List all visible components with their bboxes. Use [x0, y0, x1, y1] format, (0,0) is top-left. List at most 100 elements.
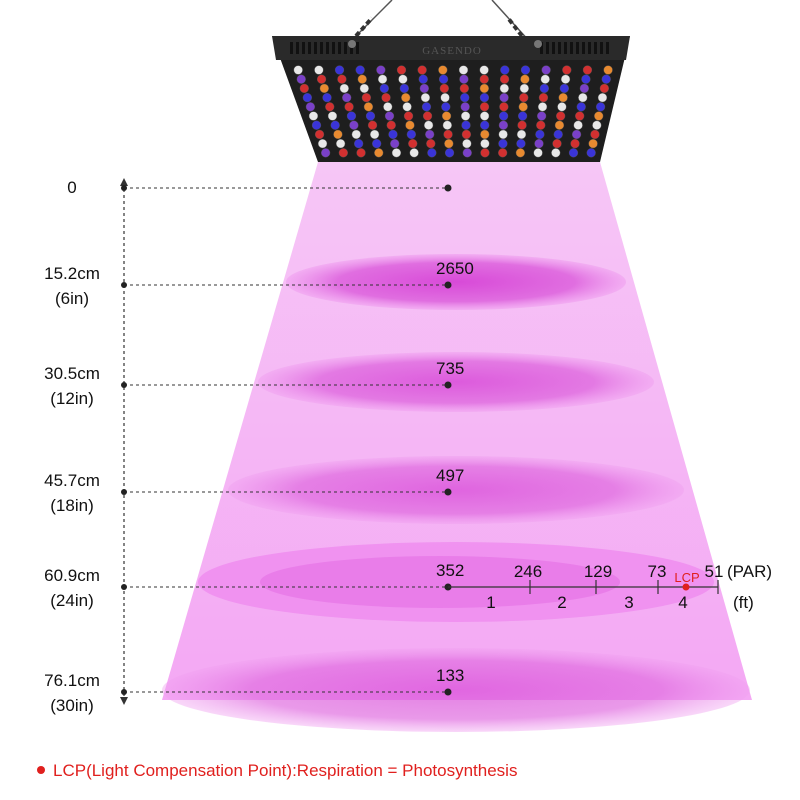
vent-slot	[302, 42, 305, 54]
led-chip	[460, 102, 470, 112]
led-chip	[579, 83, 589, 94]
led-chip	[597, 92, 608, 103]
led-chip	[420, 92, 430, 103]
led-chip	[381, 92, 391, 103]
led-chip	[534, 139, 544, 149]
led-chip	[479, 92, 490, 103]
axis-dot	[121, 185, 127, 191]
led-chip	[330, 120, 340, 130]
led-chip	[336, 139, 346, 149]
led-chip	[498, 129, 508, 140]
led-chip	[594, 111, 604, 121]
scale-ft-1: 1	[486, 593, 495, 612]
led-chip	[460, 92, 470, 103]
led-chip	[374, 148, 384, 158]
led-chip	[459, 83, 469, 94]
led-chip	[342, 92, 352, 103]
led-chip	[599, 83, 609, 94]
led-chip	[302, 92, 312, 103]
led-chip	[462, 148, 472, 158]
led-chip	[536, 120, 546, 130]
led-chip	[363, 102, 374, 112]
led-chip	[520, 65, 531, 75]
measure-dot	[444, 688, 452, 696]
vent-slot	[570, 42, 573, 54]
led-chip	[421, 102, 432, 112]
distance-sublabel: (18in)	[50, 496, 93, 515]
led-chip	[573, 120, 583, 130]
vent-slot	[600, 42, 603, 54]
vent-slot	[344, 42, 347, 54]
led-chip	[519, 83, 529, 94]
led-chip	[398, 74, 408, 84]
footnote-text: LCP(Light Compensation Point):Respiratio…	[53, 761, 517, 780]
led-chip	[314, 65, 324, 75]
led-chip	[293, 65, 303, 75]
led-chip	[499, 102, 509, 112]
led-chip	[384, 111, 395, 121]
led-chip	[299, 83, 309, 94]
led-chip	[359, 83, 369, 94]
led-chip	[344, 102, 354, 112]
led-panel: GASENDO	[272, 36, 630, 162]
led-chip	[595, 102, 606, 112]
led-chip	[339, 83, 349, 94]
led-chip	[349, 120, 359, 130]
brand-text: GASENDO	[422, 45, 482, 57]
led-chip	[333, 129, 343, 140]
led-chip	[388, 129, 398, 140]
vent-slot	[356, 42, 359, 54]
spread-scale: 246 129 73 LCP 51 (PAR) 1 2 3 4 (ft)	[448, 562, 772, 612]
vent-slot	[540, 42, 543, 54]
par-value: 352	[436, 561, 464, 580]
hanging-chain	[349, 0, 531, 43]
par-value: 133	[436, 666, 464, 685]
led-chip	[535, 129, 545, 140]
led-chip	[581, 74, 591, 84]
led-chip	[361, 92, 371, 103]
vent-slot	[308, 42, 311, 54]
led-chip	[560, 74, 571, 84]
footnote-bullet	[37, 766, 45, 774]
led-chip	[520, 74, 530, 84]
led-chip	[334, 65, 345, 75]
distance-row: 15.2cm (6in) 2650	[44, 259, 474, 308]
axis-dot	[121, 489, 127, 495]
led-chip	[499, 74, 510, 84]
led-chip	[424, 120, 434, 130]
distance-label: 76.1cm	[44, 671, 100, 690]
led-chip	[305, 102, 315, 112]
led-chip	[461, 120, 471, 130]
distance-label: 30.5cm	[44, 364, 100, 383]
lcp-dot	[682, 583, 690, 591]
led-chip	[376, 65, 386, 75]
led-chip	[383, 102, 393, 112]
vent-slot	[296, 42, 299, 54]
distance-label: 45.7cm	[44, 471, 100, 490]
led-chip	[441, 102, 451, 112]
led-chip	[480, 120, 490, 130]
led-chip	[346, 111, 357, 121]
led-chip	[438, 74, 449, 84]
led-chip	[311, 120, 322, 130]
scale-par-51: 51	[705, 562, 724, 581]
distance-label: 60.9cm	[44, 566, 100, 585]
led-chip	[372, 139, 382, 149]
led-chip	[408, 139, 418, 149]
vent-slot	[564, 42, 567, 54]
led-chip	[480, 129, 490, 140]
led-chip	[365, 111, 376, 121]
par-value: 735	[436, 359, 464, 378]
led-grid	[293, 65, 613, 158]
led-chip	[314, 129, 325, 140]
led-chip	[558, 92, 568, 103]
vent-slot	[290, 42, 293, 54]
led-chip	[588, 139, 598, 149]
distance-row: 30.5cm (12in) 735	[44, 359, 464, 408]
led-chip	[406, 129, 416, 140]
led-chip	[459, 74, 469, 84]
led-chip	[538, 92, 549, 103]
led-chip	[444, 148, 455, 158]
led-chip	[578, 92, 588, 103]
led-chip	[499, 83, 509, 94]
